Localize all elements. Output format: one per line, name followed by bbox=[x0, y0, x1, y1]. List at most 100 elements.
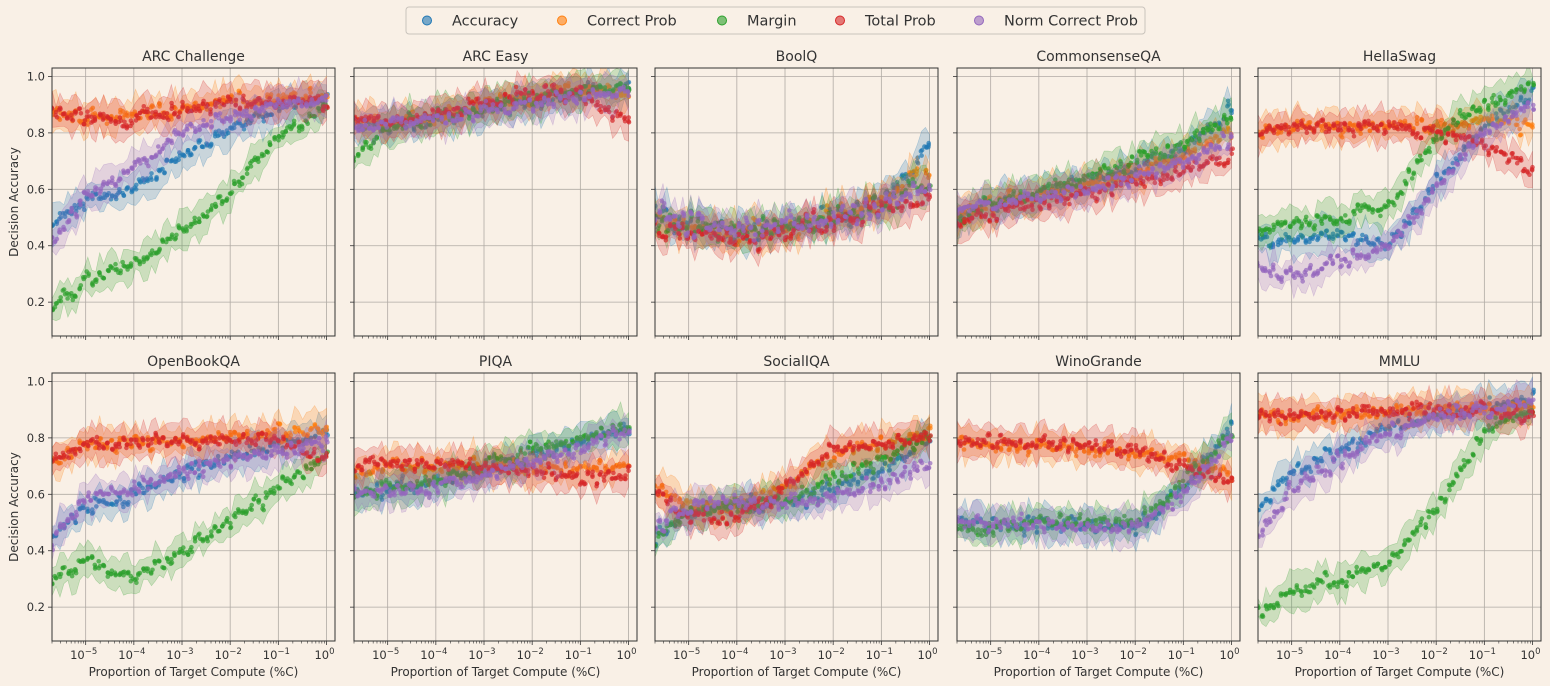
point-total-prob bbox=[699, 231, 705, 237]
point-norm-correct-prob bbox=[1021, 193, 1026, 199]
point-margin bbox=[406, 110, 412, 115]
point-norm-correct-prob bbox=[1061, 189, 1066, 194]
point-norm-correct-prob bbox=[268, 102, 273, 107]
point-norm-correct-prob bbox=[97, 191, 102, 196]
point-norm-correct-prob bbox=[1109, 187, 1114, 192]
point-total-prob bbox=[1142, 184, 1147, 189]
point-total-prob bbox=[1038, 207, 1043, 212]
panel-arc-easy: ARC Easy bbox=[350, 49, 638, 340]
point-norm-correct-prob bbox=[546, 98, 551, 103]
point-total-prob bbox=[1161, 177, 1166, 183]
point-margin bbox=[70, 297, 76, 303]
point-accuracy bbox=[919, 153, 924, 158]
point-total-prob bbox=[124, 124, 130, 130]
point-norm-correct-prob bbox=[1057, 195, 1062, 200]
point-margin bbox=[192, 215, 197, 221]
point-norm-correct-prob bbox=[759, 228, 765, 234]
point-total-prob bbox=[180, 99, 185, 105]
point-norm-correct-prob bbox=[808, 223, 814, 228]
point-norm-correct-prob bbox=[149, 154, 154, 160]
point-total-prob bbox=[196, 106, 201, 112]
point-norm-correct-prob bbox=[598, 90, 603, 96]
point-total-prob bbox=[866, 205, 872, 210]
ytick-label: 1.0 bbox=[27, 69, 45, 83]
point-total-prob bbox=[435, 109, 441, 115]
point-margin bbox=[1057, 181, 1062, 187]
point-total-prob bbox=[430, 107, 435, 112]
point-norm-correct-prob bbox=[534, 100, 539, 106]
point-correct-prob bbox=[120, 109, 126, 114]
point-norm-correct-prob bbox=[379, 120, 384, 125]
point-accuracy bbox=[1316, 236, 1321, 241]
point-margin bbox=[618, 81, 624, 87]
point-norm-correct-prob bbox=[863, 199, 868, 205]
point-norm-correct-prob bbox=[1041, 193, 1047, 199]
point-total-prob bbox=[451, 112, 457, 118]
point-total-prob bbox=[160, 114, 165, 120]
point-norm-correct-prob bbox=[1136, 164, 1142, 169]
point-margin bbox=[144, 256, 150, 262]
point-norm-correct-prob bbox=[1096, 183, 1102, 189]
point-accuracy bbox=[148, 175, 153, 180]
point-norm-correct-prob bbox=[969, 204, 975, 209]
ytick-label: 0.6 bbox=[27, 182, 45, 196]
point-margin bbox=[53, 301, 59, 306]
point-norm-correct-prob bbox=[884, 191, 889, 196]
point-correct-prob bbox=[271, 98, 277, 104]
point-accuracy bbox=[160, 166, 165, 172]
point-total-prob bbox=[790, 230, 796, 236]
point-norm-correct-prob bbox=[188, 121, 193, 127]
point-correct-prob bbox=[1517, 126, 1522, 132]
point-correct-prob bbox=[1481, 117, 1487, 122]
point-accuracy bbox=[891, 182, 896, 187]
point-total-prob bbox=[184, 108, 190, 113]
series-total-prob bbox=[52, 78, 330, 144]
point-margin bbox=[232, 181, 238, 186]
point-total-prob bbox=[543, 83, 548, 88]
point-norm-correct-prob bbox=[804, 212, 810, 218]
point-norm-correct-prob bbox=[977, 198, 983, 204]
point-accuracy bbox=[1407, 220, 1412, 225]
point-norm-correct-prob bbox=[113, 181, 118, 187]
point-norm-correct-prob bbox=[661, 204, 666, 210]
point-norm-correct-prob bbox=[216, 115, 221, 121]
legend-label-accuracy: Accuracy bbox=[452, 14, 519, 30]
point-margin bbox=[1208, 121, 1213, 126]
point-total-prob bbox=[823, 229, 828, 234]
point-total-prob bbox=[1216, 162, 1221, 167]
point-accuracy bbox=[82, 207, 87, 213]
point-total-prob bbox=[204, 101, 209, 107]
legend-label-correct-prob: Correct Prob bbox=[587, 14, 677, 30]
point-norm-correct-prob bbox=[839, 207, 844, 213]
point-total-prob bbox=[927, 194, 933, 200]
point-total-prob bbox=[522, 91, 528, 96]
point-margin bbox=[993, 201, 998, 206]
point-total-prob bbox=[108, 117, 113, 122]
point-norm-correct-prob bbox=[800, 226, 805, 232]
point-total-prob bbox=[117, 115, 123, 120]
point-margin bbox=[1108, 169, 1114, 174]
point-total-prob bbox=[747, 240, 752, 245]
point-norm-correct-prob bbox=[530, 106, 536, 111]
point-total-prob bbox=[835, 213, 841, 219]
point-norm-correct-prob bbox=[1046, 194, 1052, 200]
point-norm-correct-prob bbox=[1045, 190, 1051, 195]
series-norm-correct-prob bbox=[354, 70, 631, 148]
point-margin bbox=[1222, 112, 1227, 118]
point-total-prob bbox=[180, 103, 185, 109]
point-margin bbox=[1118, 161, 1124, 167]
point-norm-correct-prob bbox=[299, 99, 304, 105]
point-accuracy bbox=[1283, 231, 1288, 237]
point-norm-correct-prob bbox=[1030, 196, 1035, 202]
point-correct-prob bbox=[900, 184, 905, 189]
point-norm-correct-prob bbox=[304, 103, 309, 108]
point-total-prob bbox=[613, 110, 618, 115]
point-accuracy bbox=[216, 128, 222, 134]
point-norm-correct-prob bbox=[1194, 160, 1199, 165]
point-total-prob bbox=[176, 114, 181, 119]
point-correct-prob bbox=[291, 90, 297, 95]
point-margin bbox=[157, 246, 162, 252]
point-total-prob bbox=[1168, 176, 1174, 181]
point-total-prob bbox=[1025, 197, 1030, 203]
